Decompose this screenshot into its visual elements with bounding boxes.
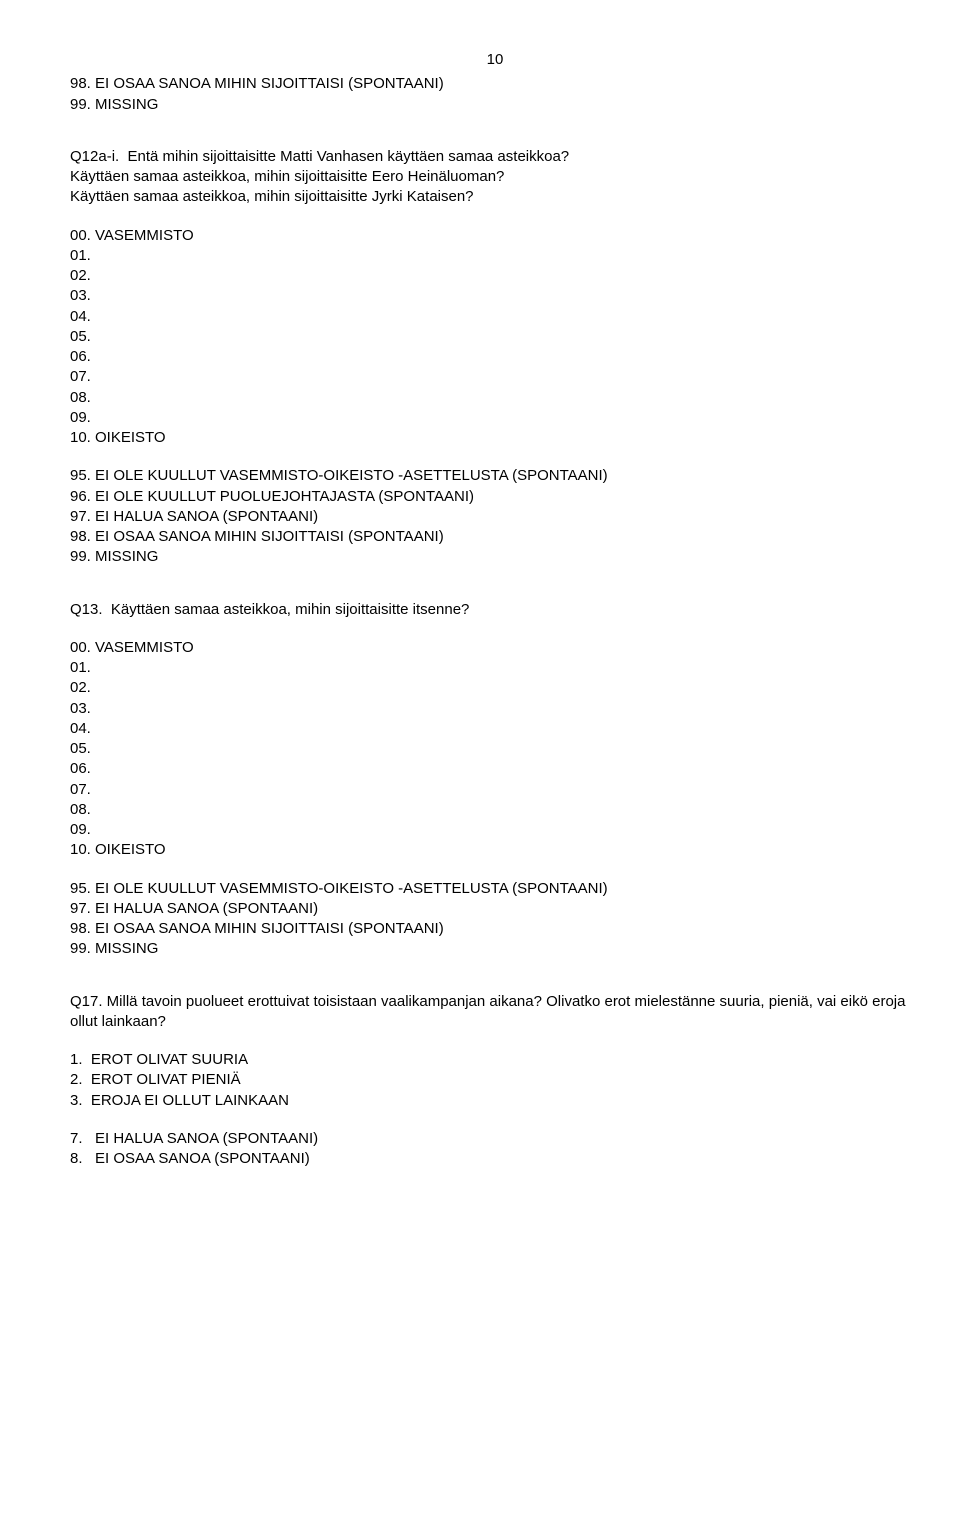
text-line: 01.	[70, 246, 920, 266]
text-line: 10. OIKEISTO	[70, 428, 920, 448]
block-3: 00. VASEMMISTO 01. 02. 03. 04. 05. 06. 0…	[70, 226, 920, 449]
text-line: 04.	[70, 719, 920, 739]
block-5: Q13. Käyttäen samaa asteikkoa, mihin sij…	[70, 600, 920, 620]
text-line: Q13. Käyttäen samaa asteikkoa, mihin sij…	[70, 600, 920, 620]
text-line: 00. VASEMMISTO	[70, 638, 920, 658]
text-line: 07.	[70, 780, 920, 800]
text-line: 09.	[70, 408, 920, 428]
block-7: 95. EI OLE KUULLUT VASEMMISTO-OIKEISTO -…	[70, 879, 920, 960]
block-9: 1. EROT OLIVAT SUURIA 2. EROT OLIVAT PIE…	[70, 1050, 920, 1111]
text-line: 02.	[70, 678, 920, 698]
text-line: 99. MISSING	[70, 547, 920, 567]
text-line: 2. EROT OLIVAT PIENIÄ	[70, 1070, 920, 1090]
text-line: 97. EI HALUA SANOA (SPONTAANI)	[70, 507, 920, 527]
block-6: 00. VASEMMISTO 01. 02. 03. 04. 05. 06. 0…	[70, 638, 920, 861]
text-line: 05.	[70, 327, 920, 347]
text-line: 98. EI OSAA SANOA MIHIN SIJOITTAISI (SPO…	[70, 74, 920, 94]
text-line: Q17. Millä tavoin puolueet erottuivat to…	[70, 992, 920, 1033]
text-line: 04.	[70, 307, 920, 327]
text-line: 7. EI HALUA SANOA (SPONTAANI)	[70, 1129, 920, 1149]
text-line: 8. EI OSAA SANOA (SPONTAANI)	[70, 1149, 920, 1169]
text-line: 09.	[70, 820, 920, 840]
text-line: 98. EI OSAA SANOA MIHIN SIJOITTAISI (SPO…	[70, 919, 920, 939]
text-line: 95. EI OLE KUULLUT VASEMMISTO-OIKEISTO -…	[70, 879, 920, 899]
page-number: 10	[70, 50, 920, 70]
text-line: 08.	[70, 800, 920, 820]
text-line: 00. VASEMMISTO	[70, 226, 920, 246]
text-line: 1. EROT OLIVAT SUURIA	[70, 1050, 920, 1070]
block-10: 7. EI HALUA SANOA (SPONTAANI) 8. EI OSAA…	[70, 1129, 920, 1170]
text-line: 3. EROJA EI OLLUT LAINKAAN	[70, 1091, 920, 1111]
text-line: 06.	[70, 759, 920, 779]
text-line: 99. MISSING	[70, 95, 920, 115]
text-line: Käyttäen samaa asteikkoa, mihin sijoitta…	[70, 167, 920, 187]
text-line: 02.	[70, 266, 920, 286]
text-line: 99. MISSING	[70, 939, 920, 959]
text-line: 08.	[70, 388, 920, 408]
text-line: 01.	[70, 658, 920, 678]
text-line: 98. EI OSAA SANOA MIHIN SIJOITTAISI (SPO…	[70, 527, 920, 547]
text-line: 05.	[70, 739, 920, 759]
text-line: Q12a-i. Entä mihin sijoittaisitte Matti …	[70, 147, 920, 167]
block-4: 95. EI OLE KUULLUT VASEMMISTO-OIKEISTO -…	[70, 466, 920, 567]
block-2: Q12a-i. Entä mihin sijoittaisitte Matti …	[70, 147, 920, 208]
text-line: 07.	[70, 367, 920, 387]
block-1: 98. EI OSAA SANOA MIHIN SIJOITTAISI (SPO…	[70, 74, 920, 115]
text-line: Käyttäen samaa asteikkoa, mihin sijoitta…	[70, 187, 920, 207]
text-line: 10. OIKEISTO	[70, 840, 920, 860]
text-line: 95. EI OLE KUULLUT VASEMMISTO-OIKEISTO -…	[70, 466, 920, 486]
text-line: 96. EI OLE KUULLUT PUOLUEJOHTAJASTA (SPO…	[70, 487, 920, 507]
text-line: 03.	[70, 286, 920, 306]
block-8: Q17. Millä tavoin puolueet erottuivat to…	[70, 992, 920, 1033]
text-line: 03.	[70, 699, 920, 719]
text-line: 97. EI HALUA SANOA (SPONTAANI)	[70, 899, 920, 919]
text-line: 06.	[70, 347, 920, 367]
